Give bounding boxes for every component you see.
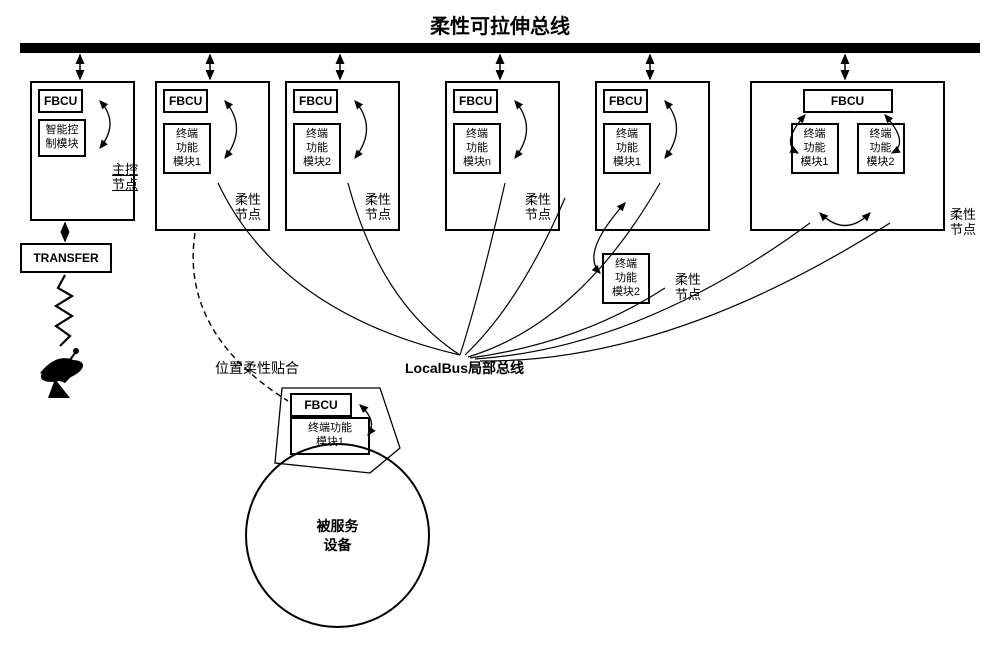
master-node: FBCU 智能控制模块 [30,81,135,221]
page-title: 柔性可拉伸总线 [10,10,990,39]
terminal-module-2: 终端功能模块2 [293,123,341,174]
diagram-canvas: FBCU 智能控制模块 主控节点 FBCU 终端功能模块1 柔性节点 FBCU … [20,53,980,653]
terminal-module-n: 终端功能模块n [453,123,501,174]
attach-label: 位置柔性贴合 [215,358,299,378]
flex-node-5: FBCU 终端功能模块1 终端功能模块2 [750,81,945,231]
flex-node-4: FBCU 终端功能模块1 [595,81,710,231]
served-device: 被服务设备 [245,443,430,628]
fbcu-box: FBCU [603,89,648,113]
flex-node-label: 柔性节点 [675,273,701,303]
terminal-module-1: 终端功能模块1 [791,123,839,174]
fbcu-box: FBCU [38,89,83,113]
fbcu-box: FBCU [293,89,338,113]
fbcu-box: FBCU [163,89,208,113]
flex-node-label: 柔性节点 [235,193,261,223]
flex-node-label: 柔性节点 [365,193,391,223]
master-node-label: 主控节点 [112,163,138,193]
terminal-module-2: 终端功能模块2 [857,123,905,174]
terminal-module-2-ext: 终端功能模块2 [602,253,650,304]
flex-node-label: 柔性节点 [525,193,551,223]
smart-control-module: 智能控制模块 [38,119,86,157]
served-device-label: 被服务设备 [317,517,359,553]
flex-node-label: 柔性节点 [950,208,976,238]
terminal-module-1: 终端功能模块1 [603,123,651,174]
bus-line [20,43,980,53]
fbcu-box: FBCU [453,89,498,113]
transfer-box: TRANSFER [20,243,112,273]
localbus-label: LocalBus局部总线 [405,358,524,378]
fbcu-box: FBCU [290,393,352,417]
terminal-module-1: 终端功能模块1 [163,123,211,174]
fbcu-box: FBCU [803,89,893,113]
